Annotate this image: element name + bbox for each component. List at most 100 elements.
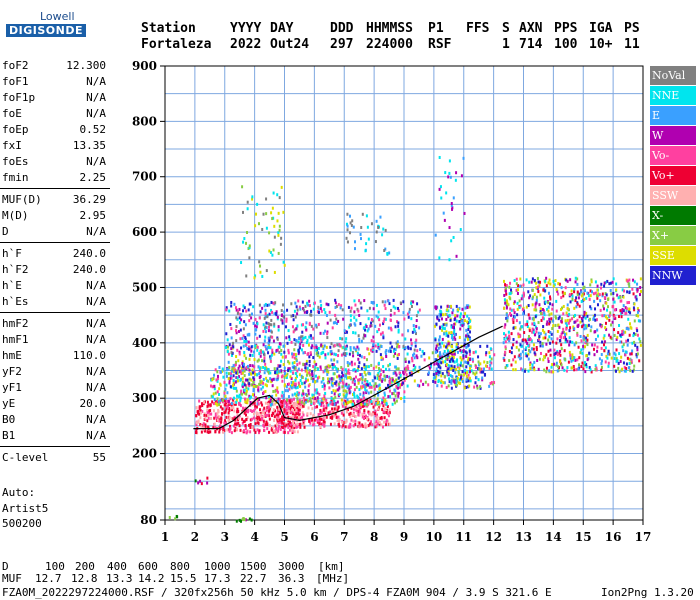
echo-point <box>334 313 337 317</box>
echo-point <box>268 395 271 399</box>
echo-point <box>468 352 471 356</box>
echo-point <box>521 350 524 354</box>
logo-lowell-text: Lowell <box>40 10 75 23</box>
echo-point <box>394 389 397 393</box>
echo-point <box>384 228 387 232</box>
y-tick-label: 700 <box>132 170 157 184</box>
x-tick-label: 11 <box>455 530 472 544</box>
echo-point <box>344 425 347 429</box>
echo-point <box>332 377 335 381</box>
echo-point <box>468 330 471 334</box>
param-row: fxI 13.35 <box>0 138 110 154</box>
echo-point <box>443 381 446 385</box>
echo-point <box>273 377 276 381</box>
echo-point <box>583 297 586 301</box>
echo-point <box>410 338 413 342</box>
echo-point <box>566 366 569 370</box>
echo-point <box>230 401 233 405</box>
echo-point <box>344 399 347 403</box>
echo-point <box>622 295 625 299</box>
echo-point <box>467 317 470 321</box>
echo-point <box>625 311 628 315</box>
echo-point <box>535 346 538 350</box>
echo-point <box>357 381 360 385</box>
echo-point <box>384 350 387 354</box>
echo-point <box>259 270 262 274</box>
echo-point <box>330 377 333 381</box>
echo-point <box>294 366 297 370</box>
echo-point <box>461 370 464 374</box>
echo-point <box>248 423 251 427</box>
echo-point <box>318 417 321 421</box>
echo-point <box>433 375 436 379</box>
echo-point <box>548 320 551 324</box>
echo-point <box>255 325 258 329</box>
echo-point <box>240 369 243 373</box>
echo-point <box>555 341 558 345</box>
echo-point <box>232 396 235 400</box>
echo-point <box>601 294 604 298</box>
echo-point <box>630 360 633 364</box>
echo-point <box>568 329 571 333</box>
echo-point <box>603 284 606 288</box>
echo-point <box>352 331 355 335</box>
echo-point <box>636 345 639 349</box>
echo-point <box>312 377 315 381</box>
echo-point <box>231 367 234 371</box>
echo-point <box>447 372 450 376</box>
echo-point <box>509 311 512 315</box>
echo-point <box>615 348 618 352</box>
echo-point <box>488 355 491 359</box>
echo-point <box>448 258 451 262</box>
echo-point <box>547 309 550 313</box>
echo-point <box>370 339 373 343</box>
echo-point <box>504 289 507 293</box>
echo-point <box>276 317 279 321</box>
echo-point <box>458 372 461 376</box>
echo-point <box>519 304 522 308</box>
echo-point <box>290 340 293 344</box>
echo-point <box>368 412 371 416</box>
echo-point <box>231 417 234 421</box>
echo-point <box>241 421 244 425</box>
echo-point <box>350 406 353 410</box>
echo-point <box>396 386 399 390</box>
echo-point <box>639 277 642 281</box>
param-value: 2.25 <box>79 171 107 184</box>
echo-point <box>455 254 458 258</box>
echo-point <box>384 247 387 251</box>
echo-point <box>439 366 442 370</box>
echo-point <box>605 354 608 358</box>
echo-point <box>289 406 292 410</box>
echo-point <box>319 331 322 335</box>
echo-point <box>449 318 452 322</box>
echo-point <box>550 332 553 336</box>
echo-point <box>395 367 398 371</box>
echo-point <box>451 348 454 352</box>
echo-point <box>630 352 633 356</box>
echo-point <box>387 395 390 399</box>
echo-point <box>345 376 348 380</box>
echo-point <box>464 368 467 372</box>
echo-point <box>261 418 264 422</box>
echo-point <box>322 347 325 351</box>
echo-point <box>363 417 366 421</box>
echo-point <box>274 409 277 413</box>
echo-point <box>543 289 546 293</box>
echo-point <box>382 370 385 374</box>
echo-point <box>302 343 305 347</box>
echo-point <box>319 367 322 371</box>
echo-point <box>357 367 360 371</box>
echo-point <box>394 365 397 369</box>
echo-point <box>403 317 406 321</box>
echo-point <box>268 231 271 235</box>
echo-point <box>361 212 364 216</box>
echo-point <box>372 340 375 344</box>
echo-point <box>262 415 265 419</box>
echo-point <box>563 336 566 340</box>
echo-point <box>368 422 371 426</box>
echo-point <box>580 317 583 321</box>
hdr-label-year: YYYY <box>230 21 262 36</box>
echo-point <box>235 389 238 393</box>
echo-point <box>230 351 233 355</box>
